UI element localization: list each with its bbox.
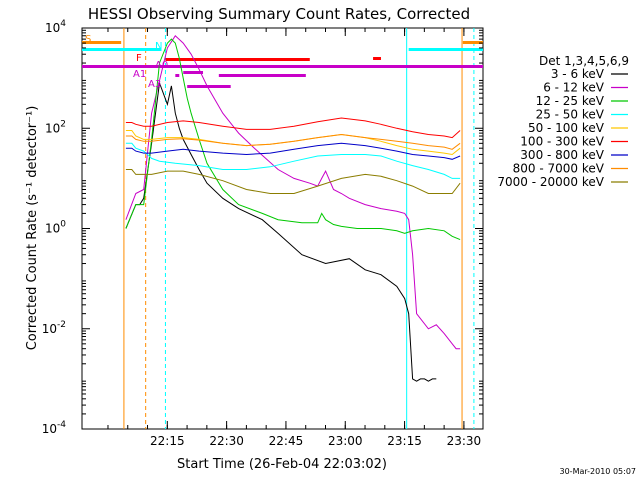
observing-flag-bar [165,58,310,61]
x-tick-label: 23:30 [447,434,482,448]
legend-label-7: 300 - 800 keV [520,148,604,162]
footer-timestamp: 30-Mar-2010 05:07 [560,467,637,476]
event-marker-lines [123,28,475,429]
legend-label-4: 25 - 50 keV [536,108,605,122]
y-tick-label: 10-2 [42,320,66,336]
legend-label-6: 100 - 300 keV [520,135,604,149]
series-line-2 [125,35,461,350]
flag-label-a0: A0 [155,60,168,71]
x-tick-label: 22:30 [209,434,244,448]
observing-flag-bars [82,41,483,88]
observing-flag-bar [175,74,180,77]
series-line-3 [125,38,461,241]
observing-flag-bar [462,41,483,44]
legend-label-8: 800 - 7000 keV [513,162,605,176]
legend-title: Det 1,3,4,5,6,9 [539,54,629,68]
x-tick-label: 22:45 [269,434,304,448]
flag-label-n: N [155,41,162,52]
legend-label-9: 7000 - 20000 keV [497,175,604,189]
x-axis-label: Start Time (26-Feb-04 22:03:02) [177,457,387,472]
y-tick-label: 102 [45,119,66,135]
observing-flag-bar [373,57,381,60]
legend-label-5: 50 - 100 keV [528,121,605,135]
flag-label-f: F [136,53,142,64]
flag-label-a3: A3 [148,79,161,90]
x-axis-ticks: 22:15 22:30 22:45 23:00 23:15 23:30 [107,28,482,448]
y-tick-label: 10-4 [42,420,67,436]
y-tick-label: 104 [45,19,66,35]
flag-label-s: S [85,34,91,45]
y-axis-label: Corrected Count Rate (s⁻¹ detector⁻¹) [25,106,40,351]
series-line-1 [125,82,437,382]
legend-label-2: 6 - 12 keV [543,81,605,95]
x-tick-label: 23:00 [328,434,363,448]
flag-label-a1: A1 [133,69,146,80]
y-axis-ticks: 10-4 10-2 100 102 104 [42,19,483,436]
y-tick-label: 100 [45,220,66,236]
series-line-9 [125,169,461,194]
plot-frame [81,27,484,430]
x-tick-label: 22:15 [150,434,185,448]
series-line-6 [125,117,461,139]
series-line-8 [125,133,461,150]
x-tick-label: 23:15 [387,434,422,448]
chart-title: HESSI Observing Summary Count Rates, Cor… [88,5,470,23]
legend-label-3: 12 - 25 keV [536,94,605,108]
legend-label-1: 3 - 6 keV [551,67,605,81]
observing-flag-bar [408,48,483,51]
observing-flag-bar [187,85,231,88]
series-lines [125,35,461,382]
observing-flag-bar [218,74,306,77]
observing-flag-bar [82,41,122,44]
series-line-4 [125,142,461,179]
observing-flag-bar [183,71,204,74]
observing-flag-bar [82,48,162,51]
series-line-7 [125,142,461,160]
observing-flag-bar [82,65,483,68]
